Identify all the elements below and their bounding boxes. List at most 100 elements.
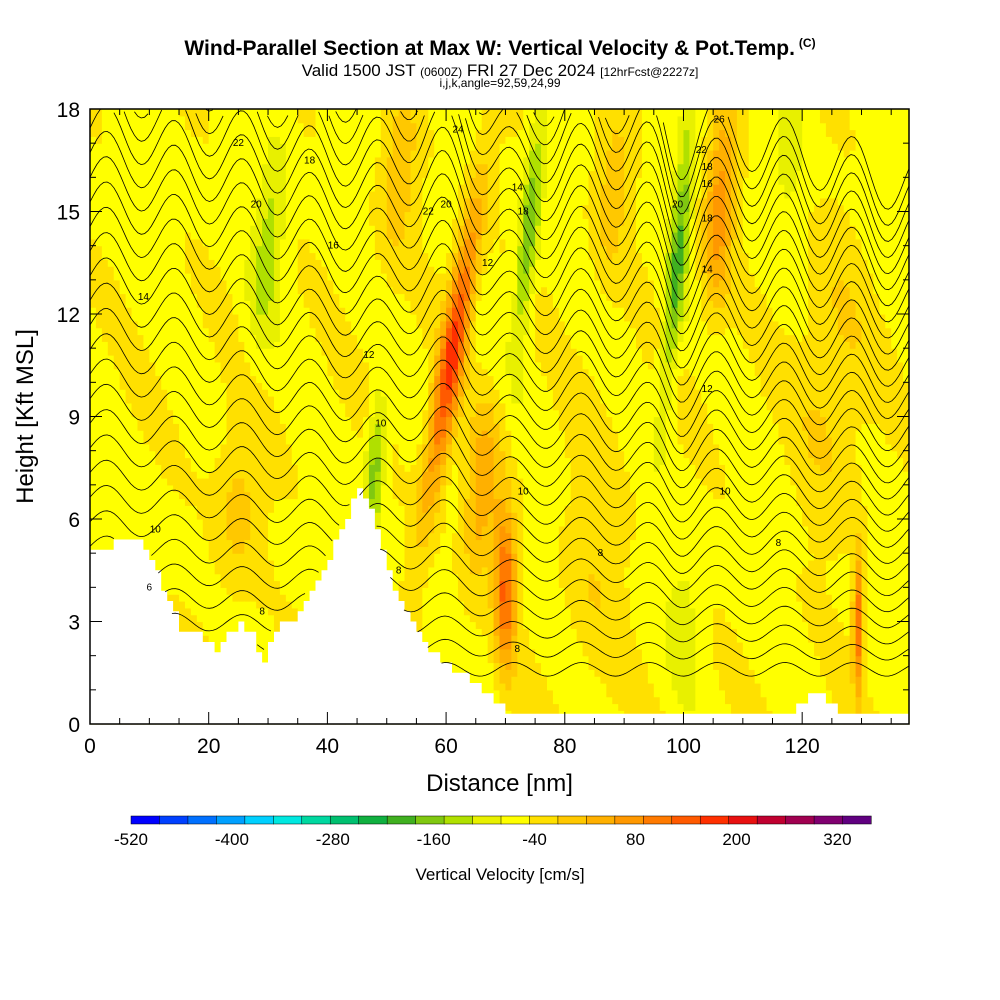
velocity-cell bbox=[808, 457, 815, 554]
velocity-cell bbox=[588, 109, 596, 172]
velocity-cell bbox=[541, 676, 548, 725]
x-tick-label: 0 bbox=[84, 735, 96, 758]
velocity-cell bbox=[600, 683, 607, 725]
velocity-cell bbox=[184, 129, 192, 233]
velocity-cell bbox=[754, 683, 762, 725]
velocity-cell bbox=[333, 109, 340, 295]
velocity-cell bbox=[481, 232, 489, 274]
velocity-cell bbox=[475, 238, 483, 274]
velocity-cell bbox=[487, 402, 495, 438]
y-tick-label: 0 bbox=[68, 714, 80, 737]
velocity-cell bbox=[398, 293, 406, 465]
velocity-cell bbox=[493, 423, 501, 500]
velocity-cell bbox=[244, 491, 251, 541]
colorbar-tick-label: -280 bbox=[316, 830, 350, 849]
velocity-cell bbox=[481, 566, 489, 636]
theta-contour bbox=[89, 535, 910, 597]
theta-contour-label: 8 bbox=[396, 565, 402, 576]
velocity-cell bbox=[701, 320, 708, 404]
velocity-cell bbox=[428, 505, 435, 534]
velocity-cell bbox=[273, 341, 281, 411]
velocity-cell bbox=[398, 505, 406, 582]
theta-contour bbox=[89, 485, 910, 564]
velocity-cell bbox=[434, 443, 441, 465]
theta-contour bbox=[171, 612, 910, 645]
theta-contour bbox=[89, 434, 910, 532]
theta-contour-label: 22 bbox=[696, 145, 708, 156]
velocity-cell bbox=[778, 443, 785, 725]
velocity-cell bbox=[487, 437, 495, 513]
theta-contour-label: 12 bbox=[363, 350, 375, 361]
velocity-cell bbox=[867, 423, 874, 698]
velocity-cell bbox=[256, 382, 263, 609]
velocity-cell bbox=[671, 307, 679, 329]
velocity-cell bbox=[612, 430, 619, 705]
velocity-cell bbox=[422, 348, 429, 411]
theta-contour-label: 10 bbox=[375, 418, 387, 429]
velocity-cell bbox=[256, 109, 263, 199]
velocity-cell bbox=[641, 266, 649, 363]
velocity-cell bbox=[511, 136, 518, 295]
velocity-cell bbox=[499, 402, 507, 452]
velocity-cell bbox=[511, 402, 518, 459]
velocity-cell bbox=[481, 430, 489, 527]
velocity-cell bbox=[849, 150, 857, 226]
velocity-cell bbox=[808, 211, 815, 411]
velocity-cell bbox=[273, 409, 281, 500]
colorbar-title: Vertical Velocity [cm/s] bbox=[415, 865, 584, 884]
velocity-cell bbox=[855, 430, 863, 465]
velocity-cell bbox=[612, 307, 619, 431]
velocity-cell bbox=[179, 443, 186, 500]
velocity-cell bbox=[463, 389, 471, 500]
velocity-cell bbox=[184, 457, 192, 506]
velocity-cell bbox=[784, 334, 791, 465]
velocity-cell bbox=[190, 471, 198, 506]
velocity-cell bbox=[653, 696, 661, 725]
velocity-cell bbox=[808, 109, 815, 213]
velocity-cell bbox=[446, 320, 453, 329]
velocity-cell bbox=[440, 334, 447, 349]
velocity-cell bbox=[636, 177, 643, 254]
colorbar-swatch bbox=[813, 815, 844, 825]
velocity-cell bbox=[802, 430, 809, 527]
velocity-cell bbox=[665, 361, 673, 411]
velocity-cell bbox=[90, 238, 97, 308]
theta-contour bbox=[89, 307, 910, 452]
velocity-cell bbox=[119, 293, 127, 390]
velocity-cell bbox=[351, 334, 358, 431]
velocity-cell bbox=[701, 273, 708, 322]
velocity-cell bbox=[339, 109, 346, 308]
velocity-cell bbox=[867, 696, 874, 725]
velocity-cell bbox=[345, 109, 352, 322]
velocity-cell bbox=[606, 109, 613, 151]
velocity-cell bbox=[814, 409, 821, 465]
theta-contour bbox=[533, 109, 910, 210]
velocity-cell bbox=[719, 109, 726, 131]
velocity-cell bbox=[594, 607, 601, 677]
velocity-cell bbox=[570, 109, 578, 349]
velocity-cell bbox=[837, 109, 845, 151]
velocity-cell bbox=[463, 238, 471, 267]
velocity-cell bbox=[546, 109, 554, 295]
velocity-cell bbox=[683, 320, 691, 370]
velocity-cell bbox=[535, 361, 542, 664]
velocity-cell bbox=[155, 375, 162, 465]
velocity-cell bbox=[713, 307, 720, 336]
velocity-cell bbox=[784, 109, 791, 199]
velocity-cell bbox=[309, 327, 317, 636]
velocity-cell bbox=[719, 334, 726, 465]
velocity-cell bbox=[636, 252, 643, 349]
velocity-cell bbox=[273, 109, 281, 137]
velocity-cell bbox=[202, 539, 210, 636]
velocity-cell bbox=[481, 163, 489, 233]
velocity-cell bbox=[802, 109, 809, 336]
colorbar-swatch bbox=[216, 815, 246, 825]
velocity-cell bbox=[903, 471, 910, 725]
velocity-cell bbox=[784, 197, 791, 336]
velocity-cell bbox=[315, 259, 323, 342]
forecast-info: [12hrFcst@2227z] bbox=[600, 65, 699, 79]
colorbar-tick-label: -40 bbox=[522, 830, 547, 849]
velocity-cell bbox=[291, 464, 299, 500]
colorbar-swatch bbox=[273, 815, 303, 825]
velocity-cell bbox=[475, 361, 483, 404]
